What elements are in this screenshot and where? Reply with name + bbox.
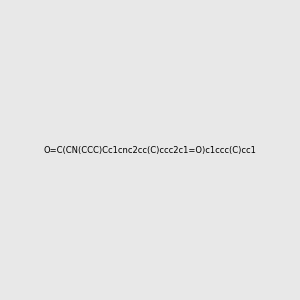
Text: O=C(CN(CCC)Cc1cnc2cc(C)ccc2c1=O)c1ccc(C)cc1: O=C(CN(CCC)Cc1cnc2cc(C)ccc2c1=O)c1ccc(C)… [44,146,256,154]
